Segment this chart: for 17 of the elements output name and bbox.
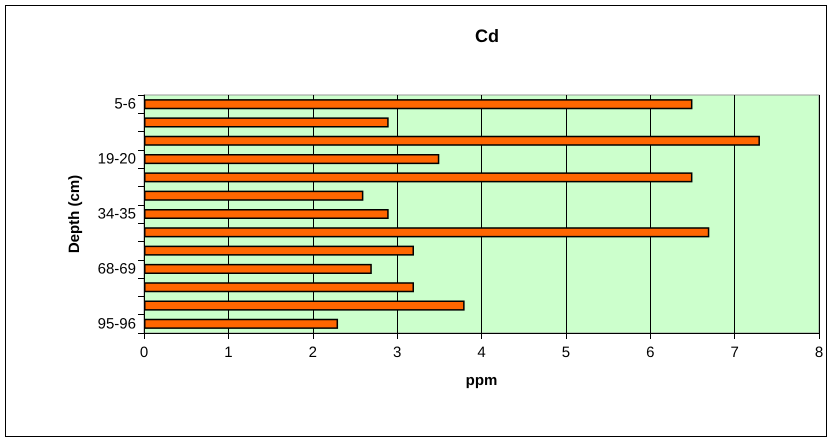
x-tick-label: 5 [562, 344, 570, 361]
y-tick-label: 95-96 [98, 315, 136, 332]
y-axis-title: Depth (cm) [66, 174, 83, 254]
x-axis-title: ppm [466, 372, 498, 389]
y-tick-label: 34-35 [98, 206, 136, 222]
x-tick-label: 0 [140, 344, 148, 361]
x-tick-label: 3 [392, 344, 402, 361]
x-tick-label: 8 [814, 344, 824, 361]
x-tick-label: 2 [308, 344, 317, 361]
chart-title: Cd [475, 26, 499, 46]
y-tick-label: 5-6 [114, 96, 136, 113]
x-tick-label: 4 [477, 344, 486, 361]
x-tick-label: 7 [730, 344, 739, 361]
x-tick-label: 6 [646, 344, 654, 361]
x-tick-label: 1 [224, 344, 233, 361]
y-tick-label: 19-20 [98, 150, 136, 168]
y-tick-label: 68-69 [98, 260, 136, 278]
